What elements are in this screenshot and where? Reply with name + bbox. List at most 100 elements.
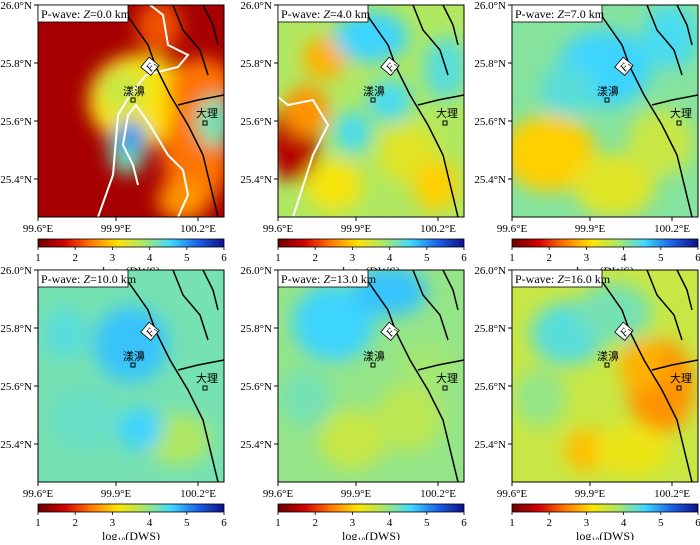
dali-marker [442,385,448,391]
lon-label: 100.2°E [654,223,690,235]
dali-label: 大理 [196,106,218,120]
colorbar-label: log10(DWS) [102,529,160,540]
lat-label: 25.8°N [0,58,32,70]
dws-field [278,5,464,217]
dws-field [38,270,224,482]
colorbar-tick-label: 3 [584,517,590,529]
fault-branch [651,359,698,371]
colorbar-tick-label: 3 [350,517,356,529]
colorbar-tick-label: 4 [147,517,153,529]
colorbar-tick-label: 6 [221,252,227,264]
colorbar-tick-label: 1 [35,252,41,264]
dws-anomaly [279,367,332,427]
map-frame [511,269,699,483]
dali-marker [202,385,208,391]
dws-anomaly [413,159,459,211]
lon-label: 99.9°E [101,488,132,500]
colorbar-tick-label: 4 [621,252,627,264]
dws-anomaly [352,270,427,317]
dali-label: 大理 [436,106,458,120]
colorbar-ramp [277,503,465,513]
contour-line [97,5,190,217]
colorbar-tick-label: 4 [387,517,393,529]
dws-anomaly [318,409,386,470]
lat-label: 25.4°N [240,439,272,451]
lat-label: 26.0°N [474,265,506,277]
colorbar: 1 2 3 4 5 6 log10(DWS) [35,503,227,545]
lat-label: 25.6°N [0,381,32,393]
colorbar-tick-label: 5 [424,517,430,529]
map-frame [511,4,699,218]
fault-north-2 [202,5,219,46]
colorbar-tick-label: 2 [312,252,318,264]
lon-label: 99.9°E [575,488,606,500]
lon-label: 99.9°E [101,223,132,235]
lon-label: 99.6°E [23,488,54,500]
colorbar-tick-label: 2 [312,517,318,529]
red-river-fault [593,270,693,482]
colorbar-tick-label: 1 [35,517,41,529]
fault-label-sub: 1 [152,61,161,69]
fault-north-2 [202,270,219,311]
panel-title-box [277,4,369,23]
lat-label: 25.4°N [0,439,32,451]
dws-anomaly [116,119,146,154]
map-frame [37,4,225,218]
dws-field [512,270,698,482]
lat-label: 25.8°N [0,323,32,335]
fault-north-1 [412,270,449,341]
colorbar-tick-label: 1 [509,517,515,529]
yangbi-label: 漾濞 [597,349,619,363]
dws-anomaly [93,306,169,383]
lat-label: 25.6°N [240,381,272,393]
map-frame [37,269,225,483]
lat-label: 25.4°N [240,174,272,186]
contour-line [278,96,330,217]
colorbar-tick-label: 4 [147,252,153,264]
colorbar-tick-label: 3 [584,252,590,264]
fault-lines [359,5,464,217]
yangbi-marker [370,97,376,103]
fault-label-sub: 1 [152,326,161,334]
dws-anomaly [374,384,442,453]
panel-title: P-wave: Z=7.0 km [511,4,605,23]
fault-north-2 [676,270,693,311]
fault-label-box [614,321,634,342]
lat-label: 25.8°N [474,323,506,335]
yangbi-label: 漾濞 [363,84,385,98]
dws-anomaly [157,178,210,217]
fault-lines [593,5,698,217]
panel-title-text: P-wave: Z=7.0 km [515,7,605,21]
dws-anomaly [136,5,182,52]
colorbar-tick-label: 6 [461,252,467,264]
panel-title: P-wave: Z=0.0 km [37,4,131,23]
lon-label: 100.2°E [654,488,690,500]
colorbar-tick-label: 3 [350,252,356,264]
yangbi-marker [130,362,136,368]
dws-anomaly [642,5,698,69]
colorbar-tick-label: 3 [110,517,116,529]
colorbar-tick-label: 4 [387,252,393,264]
fault-label-box [380,56,400,77]
colorbar-tick-label: 2 [546,252,552,264]
fault-north-2 [442,5,459,46]
dws-anomaly [564,429,609,472]
fault-north-1 [646,5,683,76]
fault-branch [177,359,224,371]
panel-title-text: P-wave: Z=10.0 km [41,272,137,286]
panel-title-box [37,269,129,288]
dws-field [38,5,224,217]
colorbar-tick-label: 1 [275,252,281,264]
colorbar-tick-label: 6 [221,517,227,529]
colorbar-tick-label: 5 [424,252,430,264]
lat-label: 26.0°N [0,265,32,277]
fault-label-sub: 1 [392,326,401,334]
fault-label-sub: 1 [626,61,635,69]
fault-branch [651,94,698,106]
dws-anomaly [302,36,347,80]
fault-branch [177,94,224,106]
dws-anomaly [619,339,665,391]
